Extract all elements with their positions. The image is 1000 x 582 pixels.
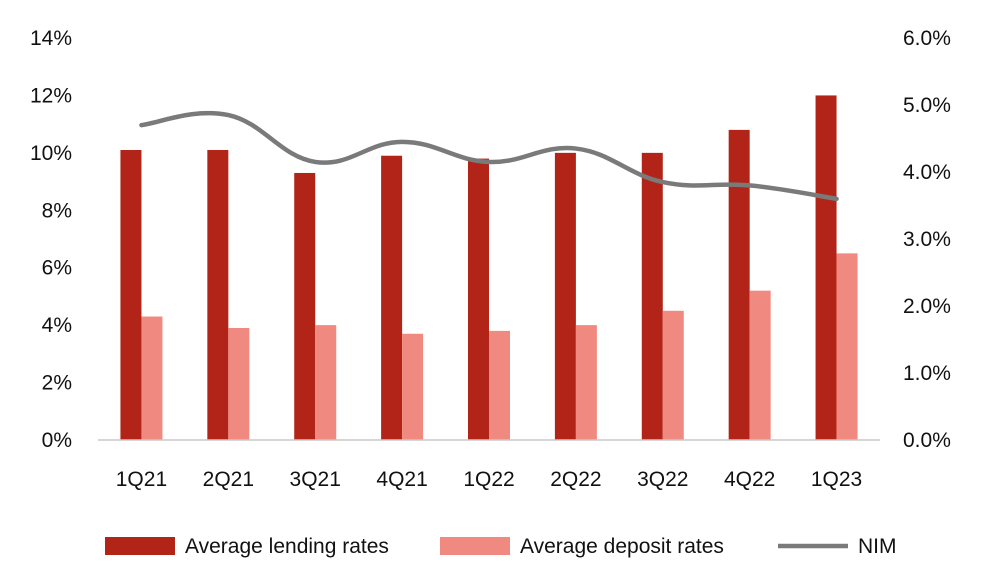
x-tick-label: 3Q21 [290, 468, 341, 491]
x-axis: 1Q21 2Q21 3Q21 4Q21 1Q22 2Q22 3Q22 4Q22 1Q23 [116, 468, 862, 491]
left-tick-label: 10% [30, 142, 72, 165]
left-tick-label: 2% [42, 372, 72, 395]
right-tick-label: 1.0% [903, 362, 951, 385]
deposit-rate-bar [315, 325, 337, 440]
deposit-rate-bar [836, 253, 858, 440]
lending-rate-bar [641, 152, 663, 440]
legend-swatch [105, 537, 175, 555]
left-tick-label: 8% [42, 199, 72, 222]
legend-label: Average deposit rates [520, 535, 724, 558]
left-tick-label: 12% [30, 84, 72, 107]
x-tick-label: 3Q22 [637, 468, 688, 491]
x-tick-label: 2Q21 [203, 468, 254, 491]
x-tick-label: 1Q23 [811, 468, 862, 491]
left-axis: 0% 2% 4% 6% 8% 10% 12% 14% [30, 27, 72, 452]
legend: Average lending rates Average deposit rat… [105, 535, 897, 558]
deposit-rate-bar [662, 310, 684, 440]
deposit-rate-bar [402, 333, 424, 440]
right-tick-label: 6.0% [903, 27, 951, 50]
lending-rate-bar [294, 172, 316, 440]
right-tick-label: 3.0% [903, 228, 951, 251]
x-tick-label: 2Q22 [550, 468, 601, 491]
left-tick-label: 6% [42, 257, 72, 280]
legend-swatch [440, 537, 510, 555]
left-tick-label: 4% [42, 314, 72, 337]
legend-label: NIM [858, 535, 897, 558]
right-axis: 0.0% 1.0% 2.0% 3.0% 4.0% 5.0% 6.0% [903, 27, 951, 452]
deposit-rate-bar [575, 325, 597, 440]
legend-item-deposit: Average deposit rates [440, 535, 724, 558]
right-tick-label: 4.0% [903, 161, 951, 184]
right-tick-label: 2.0% [903, 295, 951, 318]
deposit-rate-bar [489, 330, 510, 440]
nim-line [139, 110, 839, 202]
lending-rate-bar [728, 129, 750, 440]
nim-series-line [139, 110, 839, 202]
legend-item-lending: Average lending rates [105, 535, 389, 558]
legend-label: Average lending rates [185, 535, 389, 558]
lending-rate-bar [120, 149, 142, 440]
x-tick-label: 4Q22 [724, 468, 775, 491]
x-tick-label: 1Q22 [463, 468, 514, 491]
lending-rate-bar [207, 149, 229, 440]
right-tick-label: 5.0% [903, 94, 951, 117]
bars [120, 95, 858, 440]
deposit-rate-bar [749, 290, 771, 440]
right-tick-label: 0.0% [903, 429, 951, 452]
x-tick-label: 1Q21 [116, 468, 167, 491]
deposit-rate-bar [228, 328, 250, 440]
left-tick-label: 14% [30, 27, 72, 50]
lending-rate-bar [468, 158, 489, 440]
lending-rate-bar [815, 95, 837, 440]
lending-rate-bar [381, 155, 403, 440]
lending-rate-bar [554, 152, 576, 440]
left-tick-label: 0% [42, 429, 72, 452]
x-tick-label: 4Q21 [376, 468, 427, 491]
deposit-rate-bar [141, 316, 163, 440]
legend-item-nim: NIM [778, 535, 897, 558]
